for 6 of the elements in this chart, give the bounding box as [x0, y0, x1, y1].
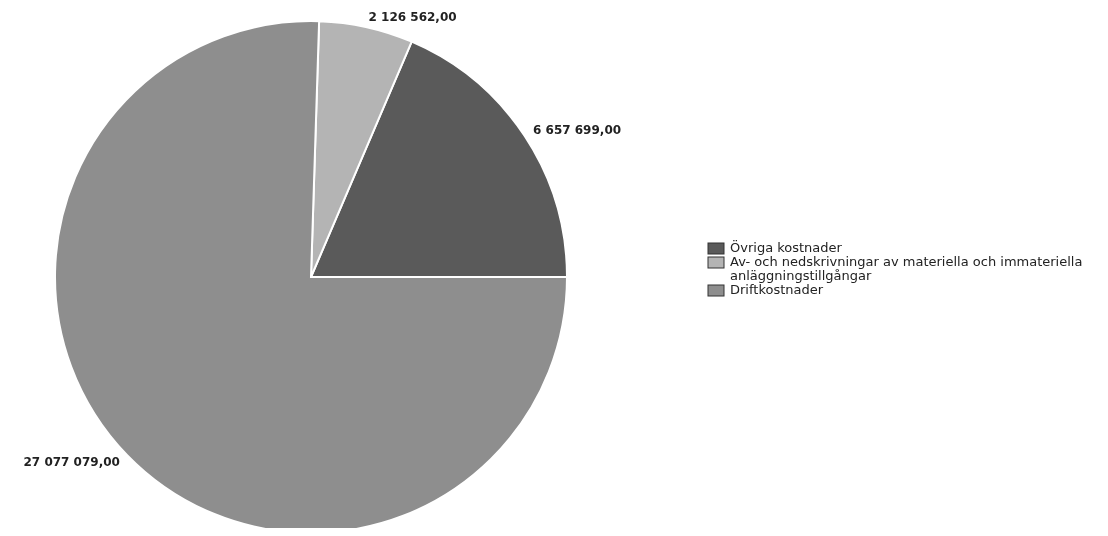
data-label: 27 077 079,00	[23, 454, 120, 469]
legend-label: Övriga kostnader	[730, 239, 843, 255]
legend-label: Driftkostnader	[730, 282, 824, 297]
data-label: 2 126 562,00	[368, 9, 457, 24]
legend-label: Av- och nedskrivningar av materiella och immateriella anläggningstillgångar	[730, 254, 1083, 283]
data-label: 6 657 699,00	[533, 123, 622, 138]
